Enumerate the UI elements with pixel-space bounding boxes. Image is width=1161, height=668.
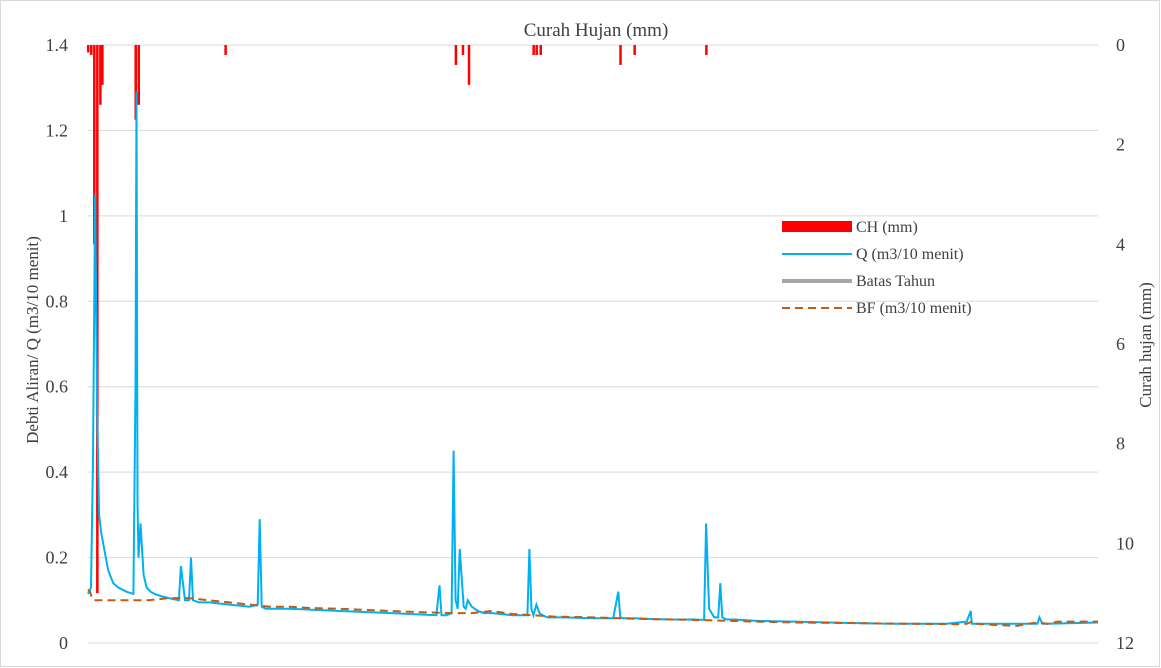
legend-label: Q (m3/10 menit) [856, 246, 964, 263]
y2-tick-label: 2 [1116, 135, 1125, 155]
y-tick-label: 0.8 [46, 291, 69, 311]
y2-tick-label: 12 [1116, 633, 1134, 653]
y-tick-label: 1 [59, 206, 68, 226]
legend: CH (mm) Q (m3/10 menit) Batas Tahun BF (m3/… [782, 219, 972, 317]
chart-title: Curah Hujan (mm) [524, 20, 669, 41]
rain-bar [87, 45, 90, 53]
rain-bar [633, 45, 636, 55]
rain-bar [619, 45, 622, 65]
y-tick-label: 0.2 [46, 548, 69, 568]
legend-label: BF (m3/10 menit) [856, 300, 972, 317]
rain-bar [224, 45, 227, 55]
rain-bar [134, 45, 137, 120]
gridlines [88, 44, 1098, 644]
rain-bar [93, 45, 96, 245]
rain-bar [532, 45, 535, 55]
y2-tick-label: 0 [1116, 35, 1125, 55]
legend-label: CH (mm) [856, 219, 918, 236]
y2-tick-label: 6 [1116, 334, 1125, 354]
y2-axis-ticks: 0 2 4 6 8 10 12 [1116, 35, 1134, 653]
y-tick-label: 0.6 [46, 377, 69, 397]
rain-bar [90, 45, 93, 55]
y2-tick-label: 4 [1116, 234, 1125, 254]
legend-label: Batas Tahun [856, 273, 935, 290]
rain-bar [99, 45, 102, 105]
rain-bar [535, 45, 538, 55]
y2-axis-label: Curah hujan (mm) [1136, 282, 1155, 408]
y-axis-ticks: 0 0.2 0.4 0.6 0.8 1 1.2 1.4 [46, 35, 69, 653]
y2-tick-label: 10 [1116, 533, 1134, 553]
rain-bar [101, 45, 104, 85]
legend-swatch [782, 221, 852, 232]
series-bf-line [87, 588, 1098, 627]
y2-tick-label: 8 [1116, 434, 1125, 454]
y-tick-label: 0 [59, 633, 68, 653]
y-tick-label: 1.2 [46, 120, 69, 140]
rain-bar [454, 45, 458, 65]
rain-bar [137, 45, 140, 105]
rain-bar [461, 45, 465, 55]
series-q-line [87, 91, 1099, 625]
y-tick-label: 1.4 [46, 35, 69, 55]
y-tick-label: 0.4 [46, 462, 69, 482]
y-axis-label: Debti Aliran/ Q (m3/10 menit) [23, 236, 42, 444]
rain-bar [539, 45, 542, 55]
rain-bar [467, 45, 471, 85]
rainfall-bars [87, 45, 708, 594]
rain-bar [96, 45, 99, 594]
rain-bar [705, 45, 708, 55]
